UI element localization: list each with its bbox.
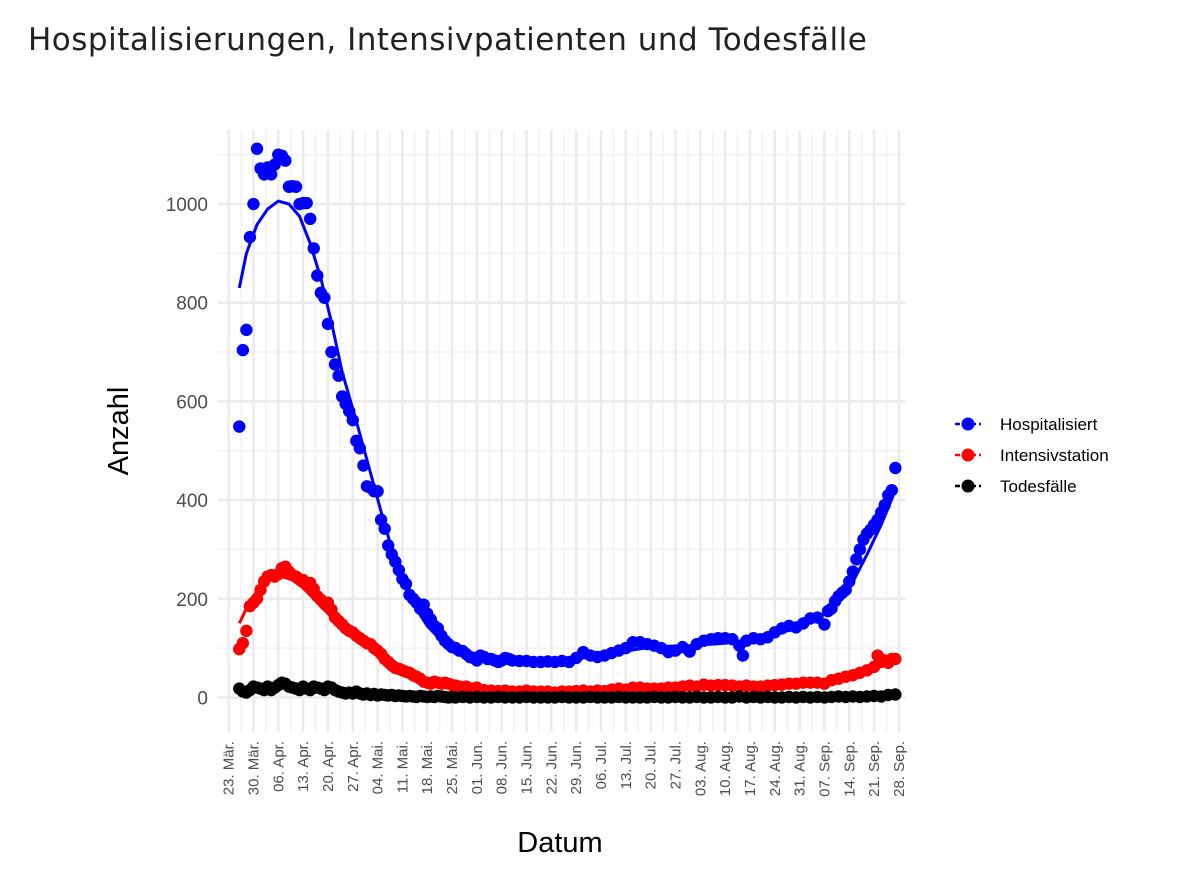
x-tick-label: 03. Aug. (692, 741, 709, 796)
data-point (328, 358, 342, 371)
x-tick-label: 10. Aug. (717, 741, 734, 796)
legend-label: Todesfälle (1000, 477, 1077, 496)
x-tick-label: 20. Apr. (320, 741, 337, 792)
legend: Hospitalisiert Intensivstation Todesfälle (955, 415, 1109, 496)
legend-item: Intensivstation (955, 446, 1109, 465)
y-tick-label: 400 (176, 491, 208, 512)
y-tick-label: 200 (176, 590, 208, 611)
trend-line (237, 575, 897, 694)
x-tick-label: 08. Jun. (494, 741, 511, 794)
x-tick-label: 29. Jun. (568, 741, 585, 794)
data-point (818, 618, 831, 631)
series-hospitalisiert (233, 142, 902, 669)
data-point (250, 142, 264, 155)
data-point (268, 158, 281, 171)
data-point (325, 345, 338, 359)
y-tick-label: 600 (176, 392, 208, 413)
legend-item: Todesfälle (955, 477, 1077, 496)
x-tick-label: 30. Mär. (245, 741, 262, 795)
series-layer (233, 142, 902, 704)
x-tick-label: 25. Mai. (444, 741, 461, 794)
data-point (853, 543, 867, 556)
legend-key-point (961, 417, 975, 431)
x-tick-label: 14. Sep. (841, 741, 858, 797)
major-gridlines (218, 130, 906, 732)
x-tick-label: 01. Jun. (469, 741, 486, 794)
x-axis-ticks: 23. Mär. 30. Mär. 06. Apr. 13. Apr. 20. Apr.… (221, 741, 908, 797)
data-point (233, 420, 246, 433)
series-todesfälle (233, 676, 902, 704)
x-tick-label: 24. Aug. (767, 741, 784, 796)
data-point (889, 461, 902, 475)
x-tick-label: 20. Jul. (643, 741, 660, 789)
data-point (240, 323, 253, 337)
data-point (736, 649, 750, 662)
x-tick-label: 04. Mai. (370, 741, 387, 794)
x-tick-label: 27. Jul. (667, 741, 684, 789)
series-intensivstation (233, 560, 902, 699)
x-tick-label: 21. Sep. (866, 741, 883, 797)
y-axis-ticks: 0 200 400 600 800 1000 (166, 195, 208, 709)
x-tick-label: 22. Jun. (543, 741, 560, 794)
x-tick-label: 23. Mär. (221, 741, 238, 795)
minor-gridlines (218, 130, 906, 732)
x-tick-label: 31. Aug. (792, 741, 809, 796)
data-point (850, 553, 863, 566)
legend-label: Hospitalisiert (1000, 415, 1098, 434)
legend-key-point (961, 448, 975, 462)
data-point (885, 484, 899, 497)
x-tick-label: 06. Jul. (593, 741, 610, 789)
x-tick-label: 17. Aug. (742, 741, 759, 796)
y-tick-label: 0 (197, 688, 208, 709)
data-point (289, 180, 303, 193)
x-tick-label: 13. Apr. (295, 741, 312, 792)
x-tick-label: 07. Sep. (816, 741, 833, 797)
x-tick-label: 18. Mai. (419, 741, 436, 794)
data-point (264, 168, 278, 181)
x-tick-label: 13. Jul. (618, 741, 635, 789)
legend-label: Intensivstation (1000, 446, 1109, 465)
data-point (236, 343, 250, 357)
trend-line (239, 686, 896, 699)
data-point (889, 688, 902, 701)
y-tick-label: 800 (176, 294, 208, 315)
data-point (236, 636, 250, 650)
legend-item: Hospitalisiert (955, 415, 1098, 434)
x-tick-label: 11. Mai. (394, 741, 411, 793)
page-title: Hospitalisierungen, Intensivpatienten un… (28, 22, 868, 58)
y-tick-label: 1000 (166, 195, 208, 216)
plot-panel (218, 130, 906, 732)
x-axis-title: Datum (517, 827, 602, 859)
x-tick-label: 06. Apr. (270, 741, 287, 792)
data-point (240, 624, 253, 638)
y-axis-title: Anzahl (103, 387, 135, 476)
x-tick-label: 28. Sep. (891, 741, 908, 797)
data-point (300, 196, 313, 210)
data-point (279, 154, 292, 167)
x-tick-label: 15. Jun. (519, 741, 536, 794)
legend-key-point (961, 479, 975, 493)
x-tick-label: 27. Apr. (345, 741, 362, 792)
data-point (247, 197, 260, 211)
data-point (304, 212, 317, 226)
trend-line (237, 199, 897, 665)
